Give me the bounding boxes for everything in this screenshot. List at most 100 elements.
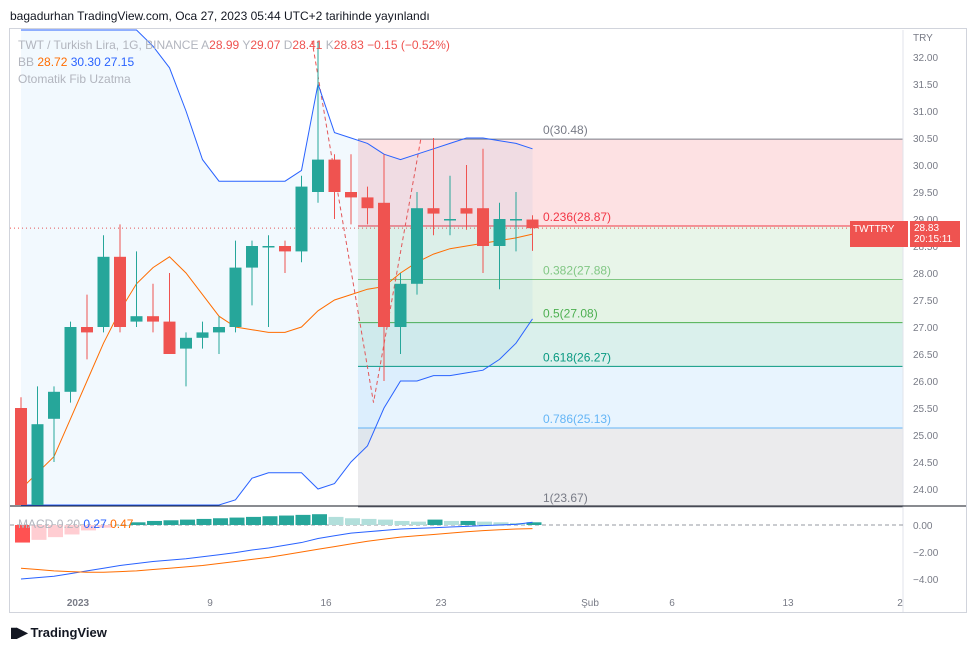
price-tick-label: 24.50 (913, 458, 938, 469)
candle-body (81, 327, 93, 333)
fib-level-label: 0.236(28.87) (543, 210, 611, 224)
candle-body (48, 391, 60, 419)
candle (180, 332, 192, 387)
macd-histogram-bar (328, 516, 344, 525)
price-tag-symbol: TWTTRY (853, 224, 895, 235)
publish-line: bagadurhan TradingView.com, Oca 27, 2023… (10, 9, 430, 23)
macd-line (20, 521, 533, 580)
fib-extension: 0(30.48) 0.236(28.87) 0.382(27.88) 0.5(27.0… (10, 40, 903, 508)
candle (262, 235, 275, 327)
candle (510, 192, 522, 252)
candle-body (15, 408, 27, 505)
currency-label: TRY (913, 33, 933, 44)
macd-legend[interactable]: MACD 0.20 0.27 0.47 (18, 517, 134, 531)
fib-legend[interactable]: Otomatik Fib Uzatma (18, 72, 131, 86)
last-price-tag: TWTTRY (850, 221, 908, 247)
candle-body (279, 246, 291, 252)
last-price-value: 28.83 (914, 223, 940, 234)
price-tick-label: 25.00 (913, 431, 938, 442)
candle-body (526, 219, 539, 229)
price-tick-label: 25.50 (913, 404, 938, 415)
fib-zone (358, 139, 903, 227)
price-tick-label: 28.00 (913, 269, 938, 280)
price-axis: 32.00 31.50 31.00 30.50 30.00 29.50 29.00 28.50… (10, 30, 966, 612)
candle-body (510, 219, 522, 221)
bb-basis-line (20, 233, 533, 490)
fib-level-label: 0(30.48) (543, 123, 588, 137)
fib-level-label: 0.618(26.27) (543, 350, 611, 364)
macd-histogram-bar (48, 525, 63, 538)
candle-body (361, 197, 374, 209)
candle (114, 224, 126, 333)
time-tick-label: 6 (669, 598, 675, 609)
candle (229, 240, 242, 333)
macd-histogram-bar (130, 522, 146, 525)
macd-histogram-bar (444, 520, 459, 525)
candle (477, 148, 489, 273)
macd-histogram-bar (163, 520, 179, 525)
candle-body (493, 219, 506, 246)
candle (378, 154, 390, 381)
fib-level-label: 1(23.67) (543, 491, 588, 505)
macd-tick-label: 0.00 (913, 521, 933, 532)
high-value: 29.07 (250, 38, 281, 52)
price-tick-label: 24.00 (913, 485, 938, 496)
tradingview-logo-icon: ▮▶ (10, 624, 28, 640)
candle-body (460, 208, 473, 214)
candle (163, 273, 176, 354)
fib-zone (358, 366, 903, 428)
candle-body (427, 208, 440, 214)
price-tick-label: 26.00 (913, 377, 938, 388)
bb-fill (21, 30, 533, 505)
candle (213, 316, 225, 354)
macd-signal-line (20, 528, 533, 573)
fib-level-label: 0.786(25.13) (543, 412, 611, 426)
candle (130, 251, 143, 327)
fib-level-label: 0.382(27.88) (543, 263, 611, 277)
macd-histogram-bar (180, 519, 195, 525)
bb-upper-value: 30.30 (70, 55, 101, 69)
last-price-label: 28.83 20:15:11 (910, 221, 960, 247)
macd-pane: 0.00 −2.00 −4.00 (10, 514, 939, 586)
macd-histogram-bar (394, 520, 410, 525)
macd-histogram-bar (64, 525, 80, 535)
candle (345, 154, 357, 225)
change-value: −0.15 (−0.52%) (367, 38, 450, 52)
fib-zone (358, 226, 903, 280)
candle (312, 40, 324, 203)
bb-basis-value: 28.72 (37, 55, 68, 69)
macd-histogram-bar (213, 518, 228, 525)
time-tick-label: 13 (782, 598, 794, 609)
candle (196, 321, 209, 349)
candle (361, 186, 374, 225)
price-tick-label: 30.00 (913, 161, 938, 172)
candle-body (378, 202, 390, 327)
candle-body (31, 424, 44, 505)
countdown: 20:15:11 (914, 234, 953, 245)
macd-histogram-bar (196, 518, 212, 525)
candle (64, 321, 77, 403)
candle (460, 165, 473, 230)
candle-body (163, 321, 176, 354)
candle (279, 240, 291, 273)
candle (246, 240, 258, 306)
price-tick-label: 27.00 (913, 323, 938, 334)
candle-body (246, 246, 258, 268)
macd-tick-label: −2.00 (913, 548, 939, 559)
macd-value-3: 0.47 (110, 517, 134, 531)
price-tick-label: 26.50 (913, 350, 938, 361)
time-tick-label: 9 (207, 598, 213, 609)
bb-legend[interactable]: BB 28.72 30.30 27.15 (18, 55, 135, 69)
macd-histogram-bar (97, 525, 113, 528)
candles (15, 40, 539, 505)
macd-histogram-bar (411, 521, 426, 525)
macd-histogram-bar (81, 525, 96, 531)
macd-histogram-bar (229, 517, 245, 525)
time-tick-label: Şub (581, 598, 599, 609)
macd-histogram-bar (312, 514, 327, 525)
macd-histogram-bar (361, 518, 377, 525)
footer-brand[interactable]: ▮▶ TradingView (10, 624, 107, 640)
candle (97, 235, 110, 333)
symbol-name: TWT / Turkish Lira, 1G, BINANCE (18, 38, 199, 52)
